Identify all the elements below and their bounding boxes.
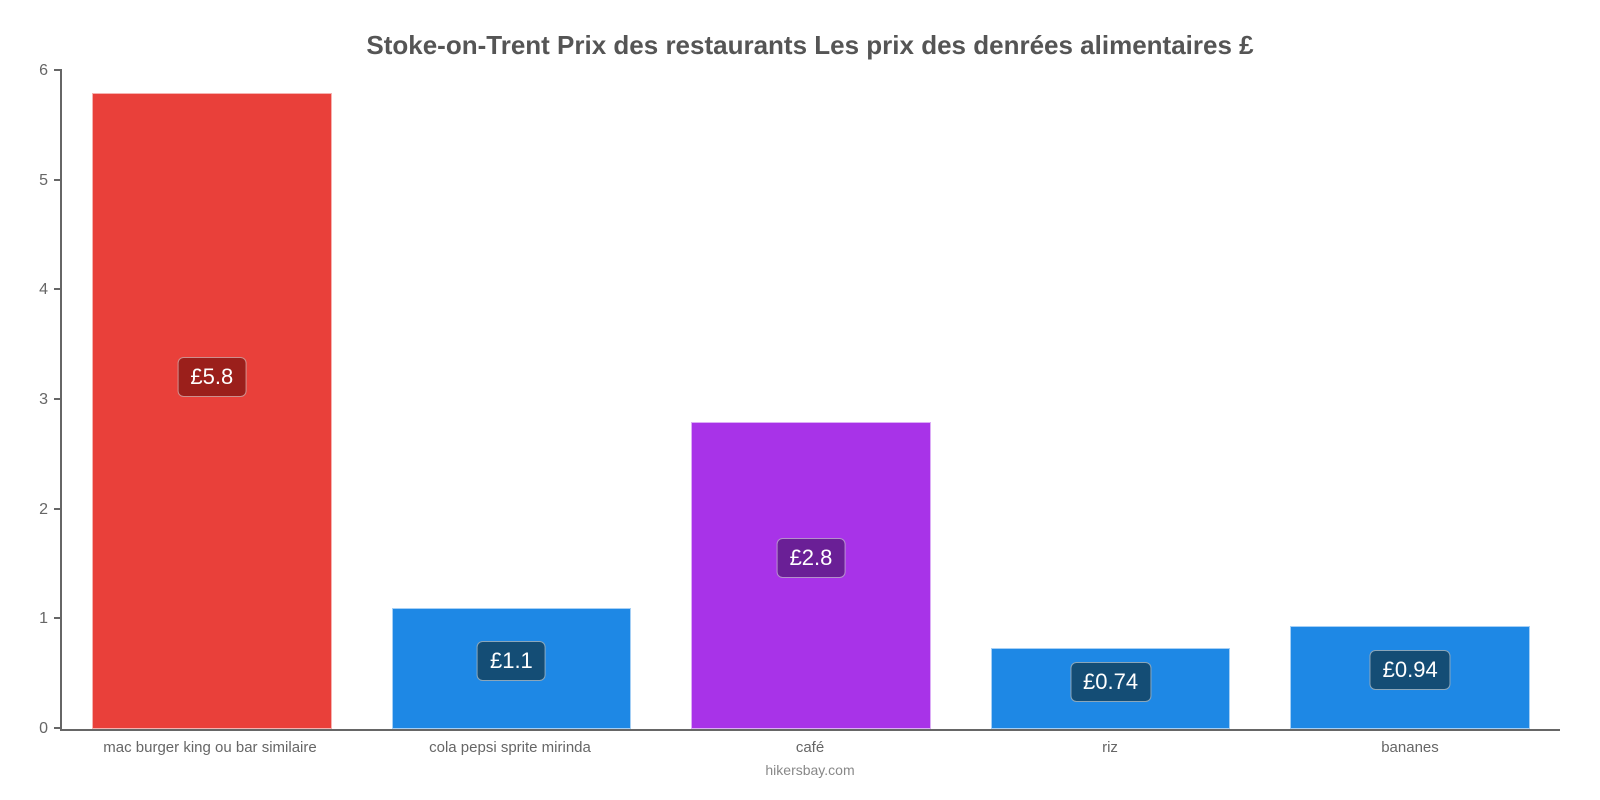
x-axis-label: bananes — [1260, 739, 1560, 756]
y-axis-label: 2 — [39, 501, 48, 519]
plot-area: £5.8£1.1£2.8£0.74£0.94 0123456 — [60, 71, 1560, 731]
chart-container: Stoke-on-Trent Prix des restaurants Les … — [0, 0, 1600, 800]
chart-footer: hikersbay.com — [60, 762, 1560, 778]
bar-slot: £1.1 — [362, 71, 662, 729]
y-tick — [54, 727, 62, 729]
bar — [92, 93, 332, 729]
x-axis-label: cola pepsi sprite mirinda — [360, 739, 660, 756]
x-axis-label: café — [660, 739, 960, 756]
bar-slot: £5.8 — [62, 71, 362, 729]
x-axis-label: riz — [960, 739, 1260, 756]
y-axis-label: 1 — [39, 610, 48, 628]
chart-title: Stoke-on-Trent Prix des restaurants Les … — [60, 30, 1560, 61]
bar-value-label: £1.1 — [477, 641, 546, 681]
y-tick — [54, 179, 62, 181]
y-tick — [54, 288, 62, 290]
y-axis-label: 6 — [39, 62, 48, 80]
bar-value-label: £0.74 — [1070, 662, 1151, 702]
y-axis-label: 5 — [39, 172, 48, 190]
bar-slot: £2.8 — [661, 71, 961, 729]
y-tick — [54, 508, 62, 510]
bar-value-label: £5.8 — [177, 357, 246, 397]
bars-group: £5.8 £1.1 £2.8 £0.74 £0.94 — [62, 71, 1560, 729]
bar-value-label: £2.8 — [777, 538, 846, 578]
bar-value-label: £0.94 — [1370, 650, 1451, 690]
y-tick — [54, 69, 62, 71]
y-tick — [54, 617, 62, 619]
bar-slot: £0.94 — [1260, 71, 1560, 729]
y-tick — [54, 398, 62, 400]
y-axis-label: 3 — [39, 391, 48, 409]
y-axis-label: 4 — [39, 281, 48, 299]
x-axis-label: mac burger king ou bar similaire — [60, 739, 360, 756]
x-axis-labels: mac burger king ou bar similairecola pep… — [60, 739, 1560, 756]
y-axis-label: 0 — [39, 720, 48, 738]
bar-slot: £0.74 — [961, 71, 1261, 729]
